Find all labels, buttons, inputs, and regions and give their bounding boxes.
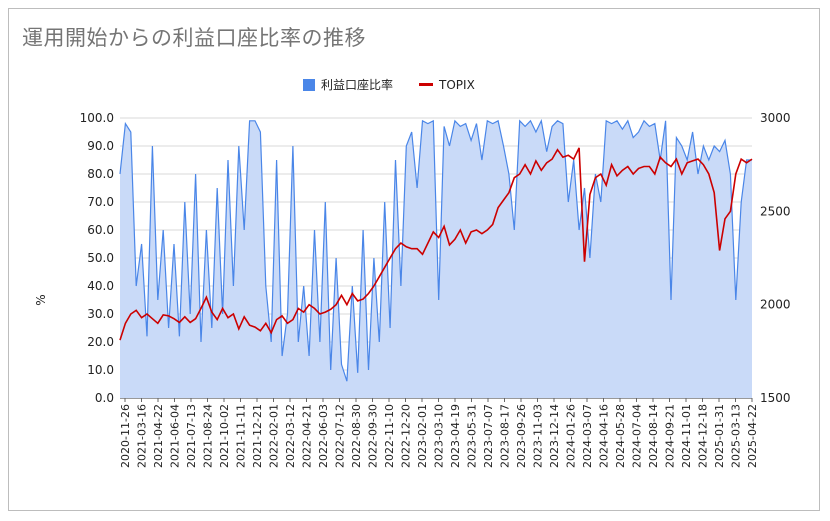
x-tick-label: 2021-04-22: [152, 404, 165, 468]
y-tick-label: 80.0: [87, 167, 114, 181]
x-tick-label: 2022-12-20: [400, 404, 413, 468]
y-tick-label: 70.0: [87, 195, 114, 209]
x-tick-label: 2022-03-12: [284, 404, 297, 468]
x-tick-label: 2025-01-31: [713, 404, 726, 468]
ratio-area-fill: [120, 120, 752, 399]
x-tick-label: 2022-09-30: [367, 404, 380, 468]
x-tick-label: 2023-07-07: [482, 404, 495, 468]
legend-label-topix: TOPIX: [439, 77, 475, 92]
x-tick-label: 2023-08-17: [499, 404, 512, 468]
x-tick-label: 2023-05-31: [466, 404, 479, 468]
legend-swatch-topix: [419, 83, 434, 86]
y2-tick-label: 2500: [760, 204, 791, 218]
y-tick-label: 10.0: [87, 363, 114, 377]
y-axis-left: 0.0 10.0 20.0 30.0 40.0 50.0 60.0 70.0 80.0 90.0 1…: [80, 111, 114, 405]
x-tick-label: 2024-07-04: [631, 404, 644, 468]
x-tick-label: 2021-12-21: [251, 404, 264, 468]
x-axis: 2020-11-26 2021-03-16 2021-04-22 2021-06-04…: [119, 398, 759, 468]
y-tick-label: 0.0: [95, 391, 114, 405]
ratio-line: [119, 118, 752, 382]
x-tick-label: 2022-11-10: [383, 404, 396, 468]
legend-item-ratio: 利益口座比率: [303, 76, 393, 93]
x-tick-label: 2021-07-13: [185, 404, 198, 468]
x-tick-label: 2024-01-26: [565, 404, 578, 468]
x-tick-label: 2024-12-18: [697, 404, 710, 468]
x-tick-label: 2024-04-16: [598, 404, 611, 468]
topix-line: [119, 147, 753, 341]
y-tick-label: 100.0: [80, 111, 114, 125]
x-tick-label: 2023-09-26: [515, 404, 528, 468]
x-tick-label: 2023-04-19: [449, 404, 462, 468]
x-tick-label: 2024-05-28: [614, 404, 627, 468]
x-tick-label: 2021-10-02: [218, 404, 231, 468]
x-tick-label: 2021-06-04: [169, 404, 182, 468]
x-tick-label: 2024-09-21: [664, 404, 677, 468]
legend: 利益口座比率 TOPIX: [303, 76, 501, 93]
y-axis-label: %: [34, 294, 48, 305]
x-tick-label: 2023-03-10: [433, 404, 446, 468]
x-tick-label: 2023-12-14: [548, 404, 561, 468]
x-tick-label: 2021-03-16: [136, 404, 149, 468]
x-tick-label: 2022-08-30: [350, 404, 363, 468]
x-tick-label: 2020-11-26: [119, 404, 132, 468]
ratio-area: [119, 118, 752, 399]
x-tick-label: 2021-11-11: [235, 404, 248, 468]
x-tick-label: 2024-11-01: [680, 404, 693, 468]
legend-item-topix: TOPIX: [419, 78, 475, 92]
x-tick-label: 2023-11-03: [532, 404, 545, 468]
y2-tick-label: 2000: [760, 298, 791, 312]
y-tick-label: 50.0: [87, 251, 114, 265]
topix-series-line: [119, 147, 753, 341]
y-tick-label: 60.0: [87, 223, 114, 237]
y-tick-label: 90.0: [87, 139, 114, 153]
x-tick-label: 2023-02-01: [416, 404, 429, 468]
x-tick-label: 2022-04-21: [301, 404, 314, 468]
chart-title: 運用開始からの利益口座比率の推移: [22, 26, 366, 50]
y-tick-label: 20.0: [87, 335, 114, 349]
x-tick-label: 2022-02-01: [268, 404, 281, 468]
y2-tick-label: 3000: [760, 111, 791, 125]
y2-tick-label: 1500: [760, 391, 791, 405]
x-tick-label: 2022-06-03: [317, 404, 330, 468]
x-tick-label: 2024-03-07: [581, 404, 594, 468]
x-tick-label: 2021-08-24: [202, 404, 215, 468]
y-axis-right: 1500 2000 2500 3000: [760, 111, 791, 405]
y-tick-label: 30.0: [87, 307, 114, 321]
x-tick-label: 2025-03-13: [730, 404, 743, 468]
x-tick-label: 2024-08-14: [647, 404, 660, 468]
y-tick-label: 40.0: [87, 279, 114, 293]
x-tick-label: 2025-04-22: [746, 404, 759, 468]
legend-label-ratio: 利益口座比率: [321, 78, 394, 92]
x-tick-label: 2022-07-12: [334, 404, 347, 468]
legend-swatch-ratio: [303, 78, 315, 91]
